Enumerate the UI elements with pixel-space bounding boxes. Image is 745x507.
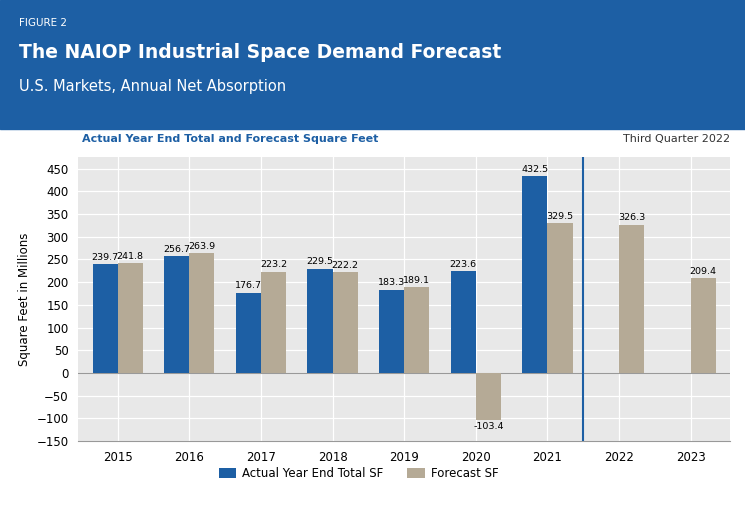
Bar <box>261 272 286 373</box>
Bar <box>451 271 476 373</box>
Text: 432.5: 432.5 <box>522 165 548 174</box>
Bar <box>379 289 404 373</box>
Text: 326.3: 326.3 <box>618 213 645 223</box>
Text: 241.8: 241.8 <box>117 252 144 261</box>
Bar <box>548 223 572 373</box>
Bar <box>308 269 332 373</box>
Bar <box>92 264 118 373</box>
Text: Third Quarter 2022: Third Quarter 2022 <box>623 134 730 144</box>
Text: U.S. Markets, Annual Net Absorption: U.S. Markets, Annual Net Absorption <box>19 79 286 94</box>
Text: 222.2: 222.2 <box>332 261 358 270</box>
Y-axis label: Square Feet in Millions: Square Feet in Millions <box>18 232 31 366</box>
Text: 229.5: 229.5 <box>306 258 334 266</box>
Bar <box>164 257 189 373</box>
Text: 223.2: 223.2 <box>260 260 287 269</box>
Text: 239.7: 239.7 <box>92 253 118 262</box>
Bar <box>189 253 215 373</box>
Text: 223.6: 223.6 <box>450 260 477 269</box>
Bar <box>476 373 501 420</box>
Bar <box>118 263 143 373</box>
Text: 176.7: 176.7 <box>235 281 261 291</box>
Bar <box>619 225 644 373</box>
Bar <box>236 293 261 373</box>
Bar <box>404 287 429 373</box>
Bar <box>332 272 358 373</box>
Text: The NAIOP Industrial Space Demand Forecast: The NAIOP Industrial Space Demand Foreca… <box>19 43 501 62</box>
Text: 329.5: 329.5 <box>546 212 574 221</box>
Text: 183.3: 183.3 <box>378 278 405 287</box>
Bar <box>522 176 548 373</box>
Text: 209.4: 209.4 <box>690 267 717 275</box>
Legend: Actual Year End Total SF, Forecast SF: Actual Year End Total SF, Forecast SF <box>214 462 503 485</box>
Text: -103.4: -103.4 <box>473 422 504 431</box>
Text: Actual Year End Total and Forecast Square Feet: Actual Year End Total and Forecast Squar… <box>82 134 378 144</box>
Text: 256.7: 256.7 <box>163 245 190 254</box>
Text: FIGURE 2: FIGURE 2 <box>19 18 66 28</box>
Text: 263.9: 263.9 <box>188 242 215 251</box>
Text: 189.1: 189.1 <box>403 276 430 285</box>
Bar <box>691 278 716 373</box>
